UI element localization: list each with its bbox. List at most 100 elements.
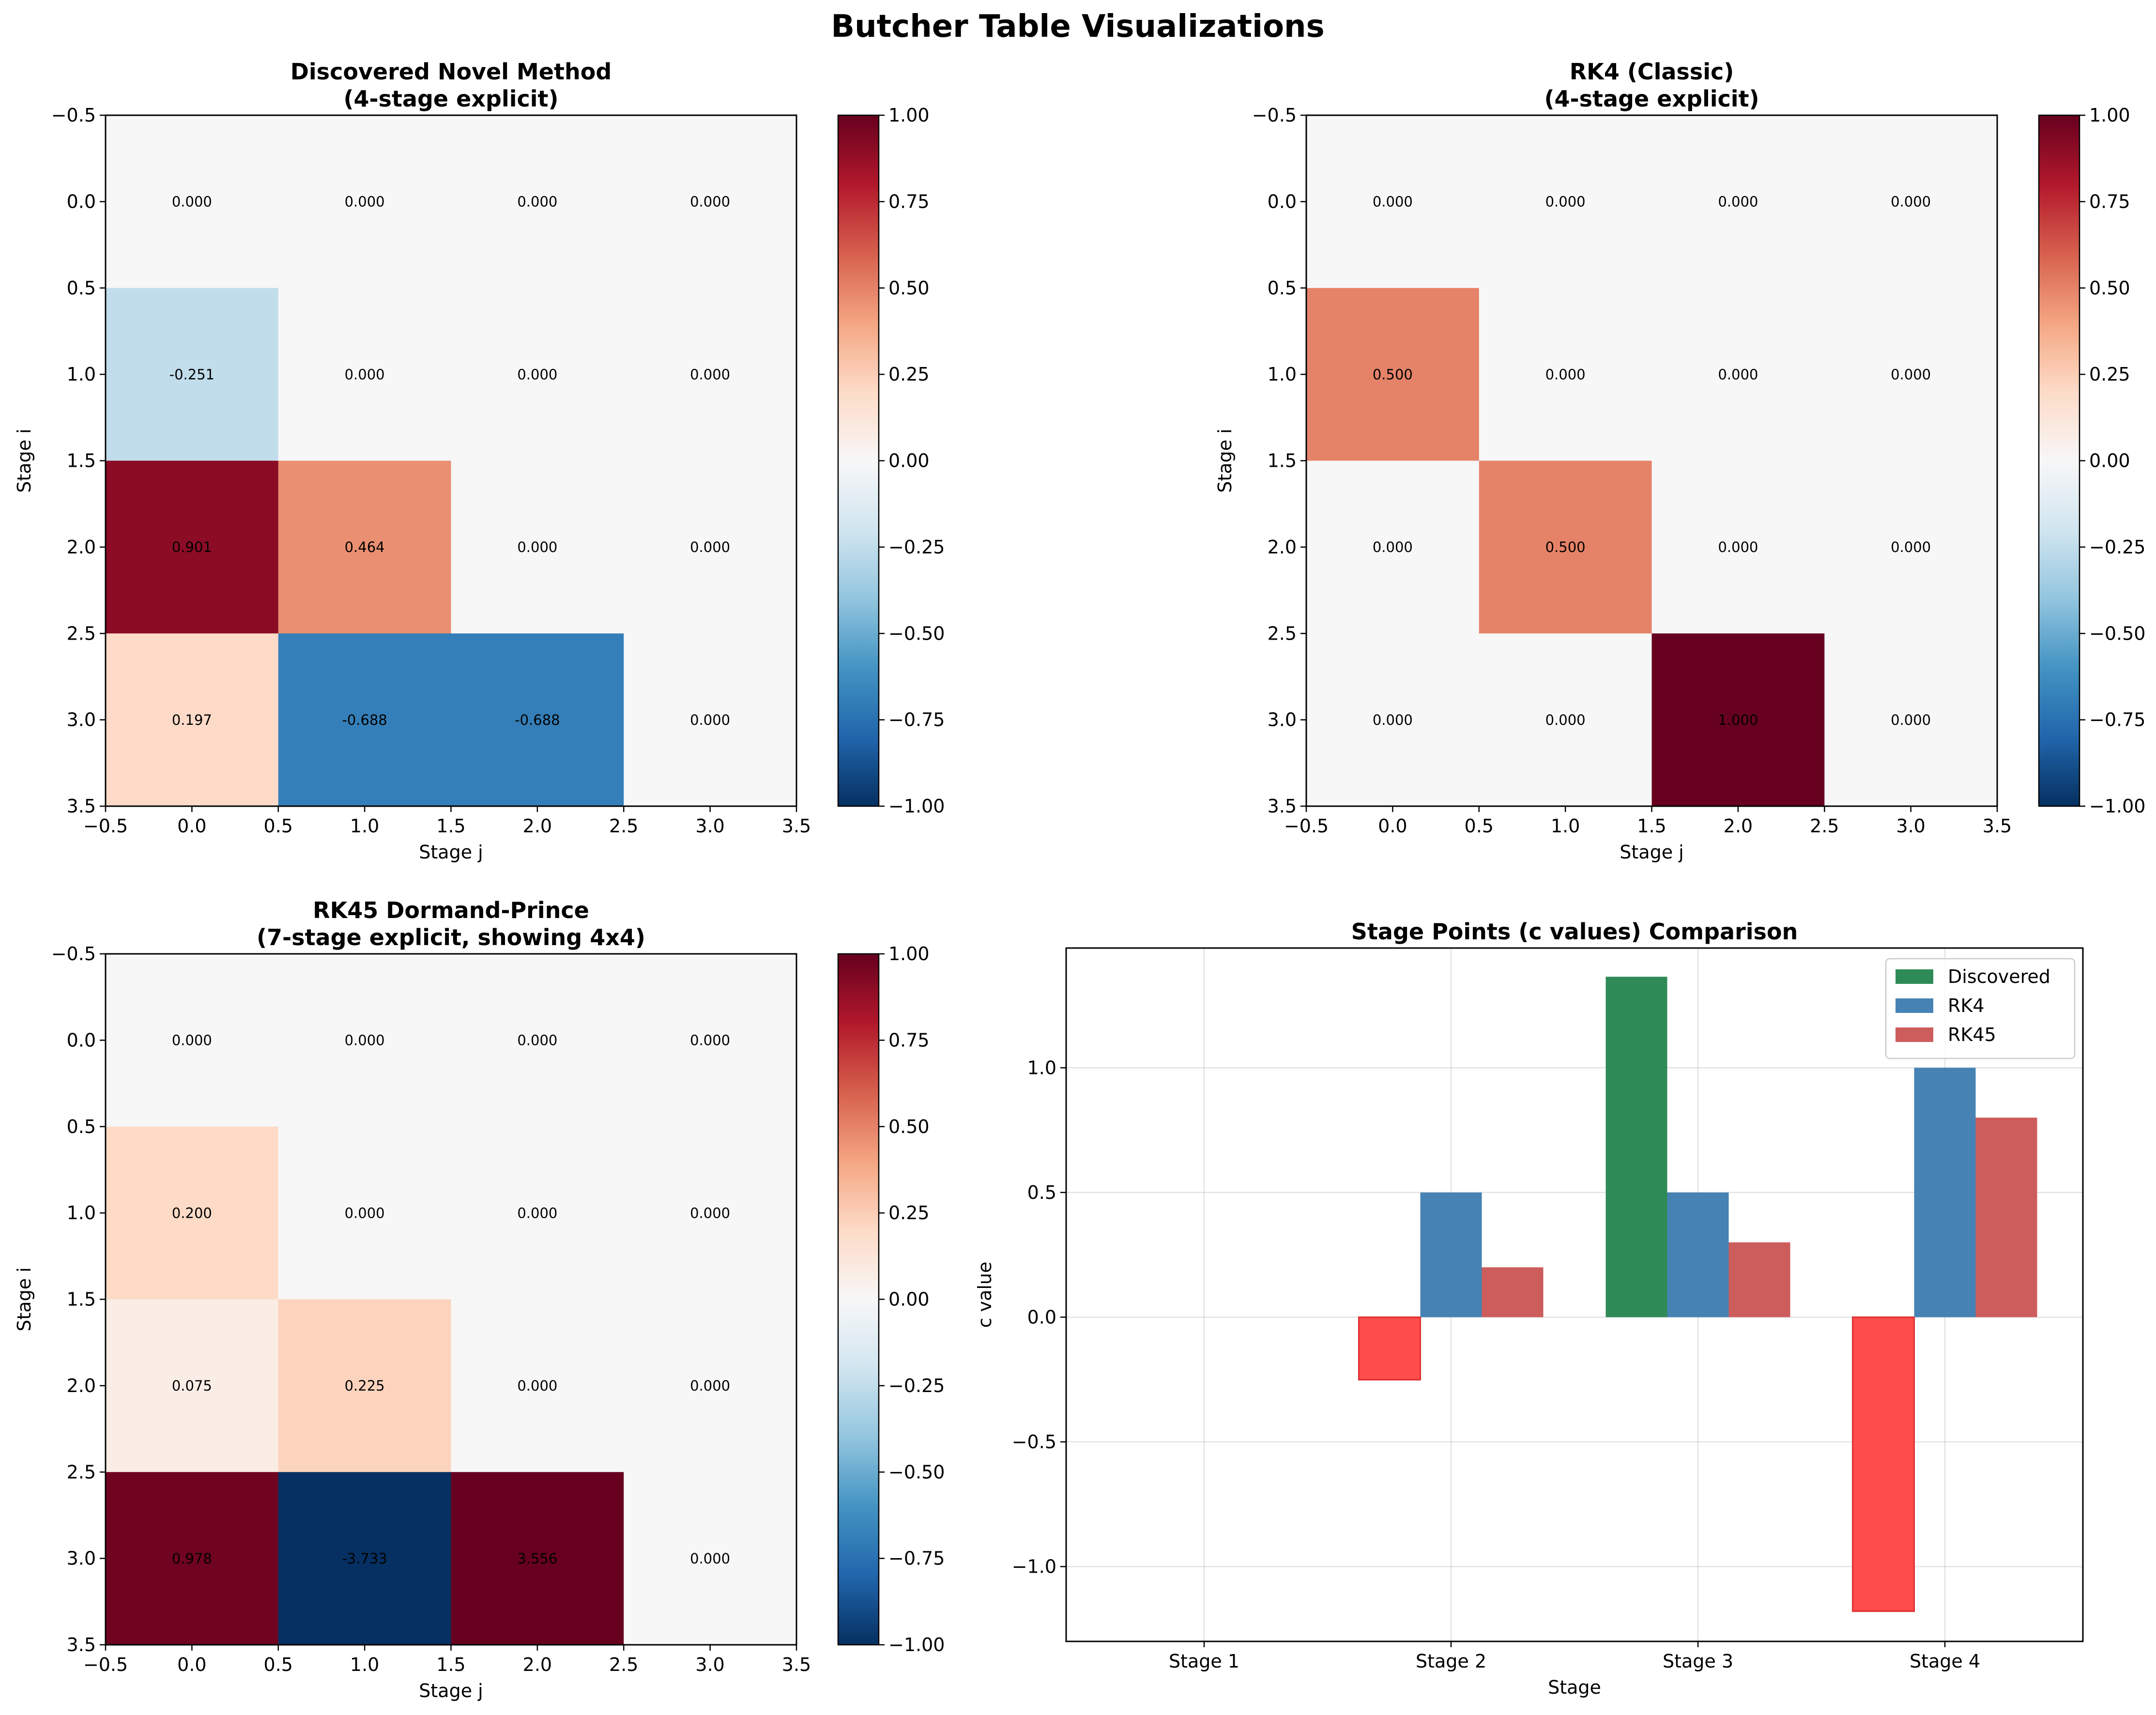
heatmap-cell xyxy=(624,460,797,634)
y-tick-label: 0.5 xyxy=(1268,277,1297,299)
y-tick-label: −0.5 xyxy=(51,943,96,965)
heatmap-cell xyxy=(451,115,624,289)
heatmap-cell xyxy=(106,115,279,289)
heatmap-cell-label: 0.464 xyxy=(345,539,385,555)
legend-swatch xyxy=(1896,969,1933,984)
x-axis-label: Stage xyxy=(1548,1677,1601,1698)
heatmap-cell xyxy=(106,954,279,1127)
heatmap-cell-label: 0.000 xyxy=(690,1205,730,1221)
x-tick-label: 0.5 xyxy=(1465,815,1494,837)
heatmap-cell-label: 0.978 xyxy=(172,1550,212,1567)
colorbar-tick-label: 0.75 xyxy=(888,1029,930,1051)
heatmap-cell-label: 0.000 xyxy=(1373,194,1413,210)
heatmap-cell-label: 0.000 xyxy=(1718,194,1758,210)
y-tick-label: 3.5 xyxy=(67,1634,96,1655)
colorbar-tick-label: 0.75 xyxy=(2089,191,2130,212)
y-tick-label: 0.0 xyxy=(67,1029,96,1051)
colorbar-tick-label: −1.00 xyxy=(2089,796,2145,817)
heatmap-cell xyxy=(451,460,624,634)
x-tick-label: 3.0 xyxy=(695,1654,724,1675)
heatmap-cell xyxy=(278,1126,451,1300)
y-axis-label: Stage i xyxy=(14,429,35,492)
heatmap-cell-label: 0.000 xyxy=(517,1378,557,1394)
heatmap-cell xyxy=(278,954,451,1127)
x-tick-label: 1.0 xyxy=(350,815,379,837)
y-tick-label: 0.5 xyxy=(1027,1182,1056,1203)
y-tick-label: 1.5 xyxy=(67,1289,96,1310)
colorbar-tick-label: 1.00 xyxy=(888,105,930,126)
x-tick-label: Stage 4 xyxy=(1910,1651,1980,1672)
colorbar xyxy=(2038,114,2080,807)
heatmap-cell xyxy=(451,954,624,1127)
heatmap-cell-label: 0.000 xyxy=(517,1032,557,1049)
heatmap-cell-label: 0.000 xyxy=(690,1550,730,1567)
x-tick-label: 1.5 xyxy=(1637,815,1666,837)
y-tick-label: 2.5 xyxy=(67,623,96,644)
heatmap-cell xyxy=(106,460,279,634)
legend-label: RK4 xyxy=(1948,995,1985,1016)
heatmap-cell-label: -0.251 xyxy=(169,366,215,383)
colorbar-tick-label: −0.75 xyxy=(2089,709,2145,731)
heatmap-cell-label: 1.000 xyxy=(1718,712,1758,728)
heatmap-cell xyxy=(624,633,797,807)
x-tick-label: 3.5 xyxy=(1983,815,2012,837)
chart-title: (4-stage explicit) xyxy=(343,86,558,112)
x-tick-label: Stage 3 xyxy=(1663,1651,1733,1672)
heatmap-cell xyxy=(1306,460,1480,634)
heatmap-cell-label: 0.000 xyxy=(345,194,385,210)
y-tick-label: 1.0 xyxy=(67,1202,96,1224)
colorbar-tick-label: −0.50 xyxy=(888,623,945,644)
colorbar xyxy=(837,953,880,1646)
x-tick-label: 2.0 xyxy=(523,815,552,837)
heatmap-cell xyxy=(106,633,279,807)
colorbar-tick-label: 0.00 xyxy=(888,1289,930,1310)
colorbar-tick-label: 0.00 xyxy=(888,450,930,472)
heatmap-cell-label: 0.000 xyxy=(1373,539,1413,555)
colorbar-tick-label: 0.25 xyxy=(2089,364,2130,385)
legend: Discovered RK4 RK45 xyxy=(1885,958,2076,1059)
heatmap-cell xyxy=(624,288,797,461)
heatmap-cell-label: 0.000 xyxy=(517,539,557,555)
legend-swatch xyxy=(1896,1027,1933,1042)
colorbar-tick-label: −0.50 xyxy=(2089,623,2145,644)
y-tick-label: 1.0 xyxy=(1027,1057,1056,1078)
colorbar-tick-label: 0.25 xyxy=(888,1202,930,1224)
heatmap-cell xyxy=(106,288,279,461)
heatmap-cell xyxy=(1479,633,1652,807)
heatmap-cell-label: 0.000 xyxy=(517,1205,557,1221)
heatmap-cell xyxy=(624,1472,797,1645)
chart-title: RK4 (Classic) xyxy=(1570,59,1734,85)
colorbar-tick-label: 1.00 xyxy=(2089,105,2130,126)
heatmap-cell-label: -0.688 xyxy=(342,712,387,728)
y-tick-label: 1.5 xyxy=(67,450,96,472)
heatmap-cell xyxy=(278,288,451,461)
x-tick-label: 2.5 xyxy=(609,1654,638,1675)
heatmap-cell xyxy=(1479,288,1652,461)
heatmap-cell-label: 0.000 xyxy=(1545,194,1586,210)
heatmap-cell xyxy=(451,633,624,807)
heatmap-cell-label: 0.000 xyxy=(1373,712,1413,728)
heatmap-cell-label: 0.000 xyxy=(1718,366,1758,383)
heatmap-cell-label: -0.688 xyxy=(515,712,560,728)
x-tick-label: 0.5 xyxy=(264,815,293,837)
y-tick-label: 1.5 xyxy=(1268,450,1297,472)
heatmap-panel-1: 0.000 0.000 0.000 0.000-0.251 0.000 0.000 0.00… xyxy=(14,59,945,863)
chart-title: (4-stage explicit) xyxy=(1544,86,1759,112)
heatmap-cell-label: 0.000 xyxy=(517,366,557,383)
colorbar-tick-label: 0.50 xyxy=(888,1116,930,1137)
heatmap-cell-label: 0.000 xyxy=(1545,366,1586,383)
colorbar-tick-label: 1.00 xyxy=(888,943,930,965)
x-tick-label: 2.5 xyxy=(1810,815,1839,837)
y-tick-label: 0.0 xyxy=(1268,191,1297,212)
heatmap-cell xyxy=(1651,288,1825,461)
x-tick-label: −0.5 xyxy=(1284,815,1329,837)
figure-suptitle: Butcher Table Visualizations xyxy=(831,9,1324,45)
heatmap-cell xyxy=(451,1126,624,1300)
heatmap-cell-label: 0.000 xyxy=(690,712,730,728)
y-tick-label: 2.5 xyxy=(1268,623,1297,644)
x-axis-label: Stage j xyxy=(1620,842,1683,863)
axes-frame xyxy=(1065,947,2084,1642)
heatmap-cell-label: 0.000 xyxy=(517,194,557,210)
x-tick-label: 2.5 xyxy=(609,815,638,837)
